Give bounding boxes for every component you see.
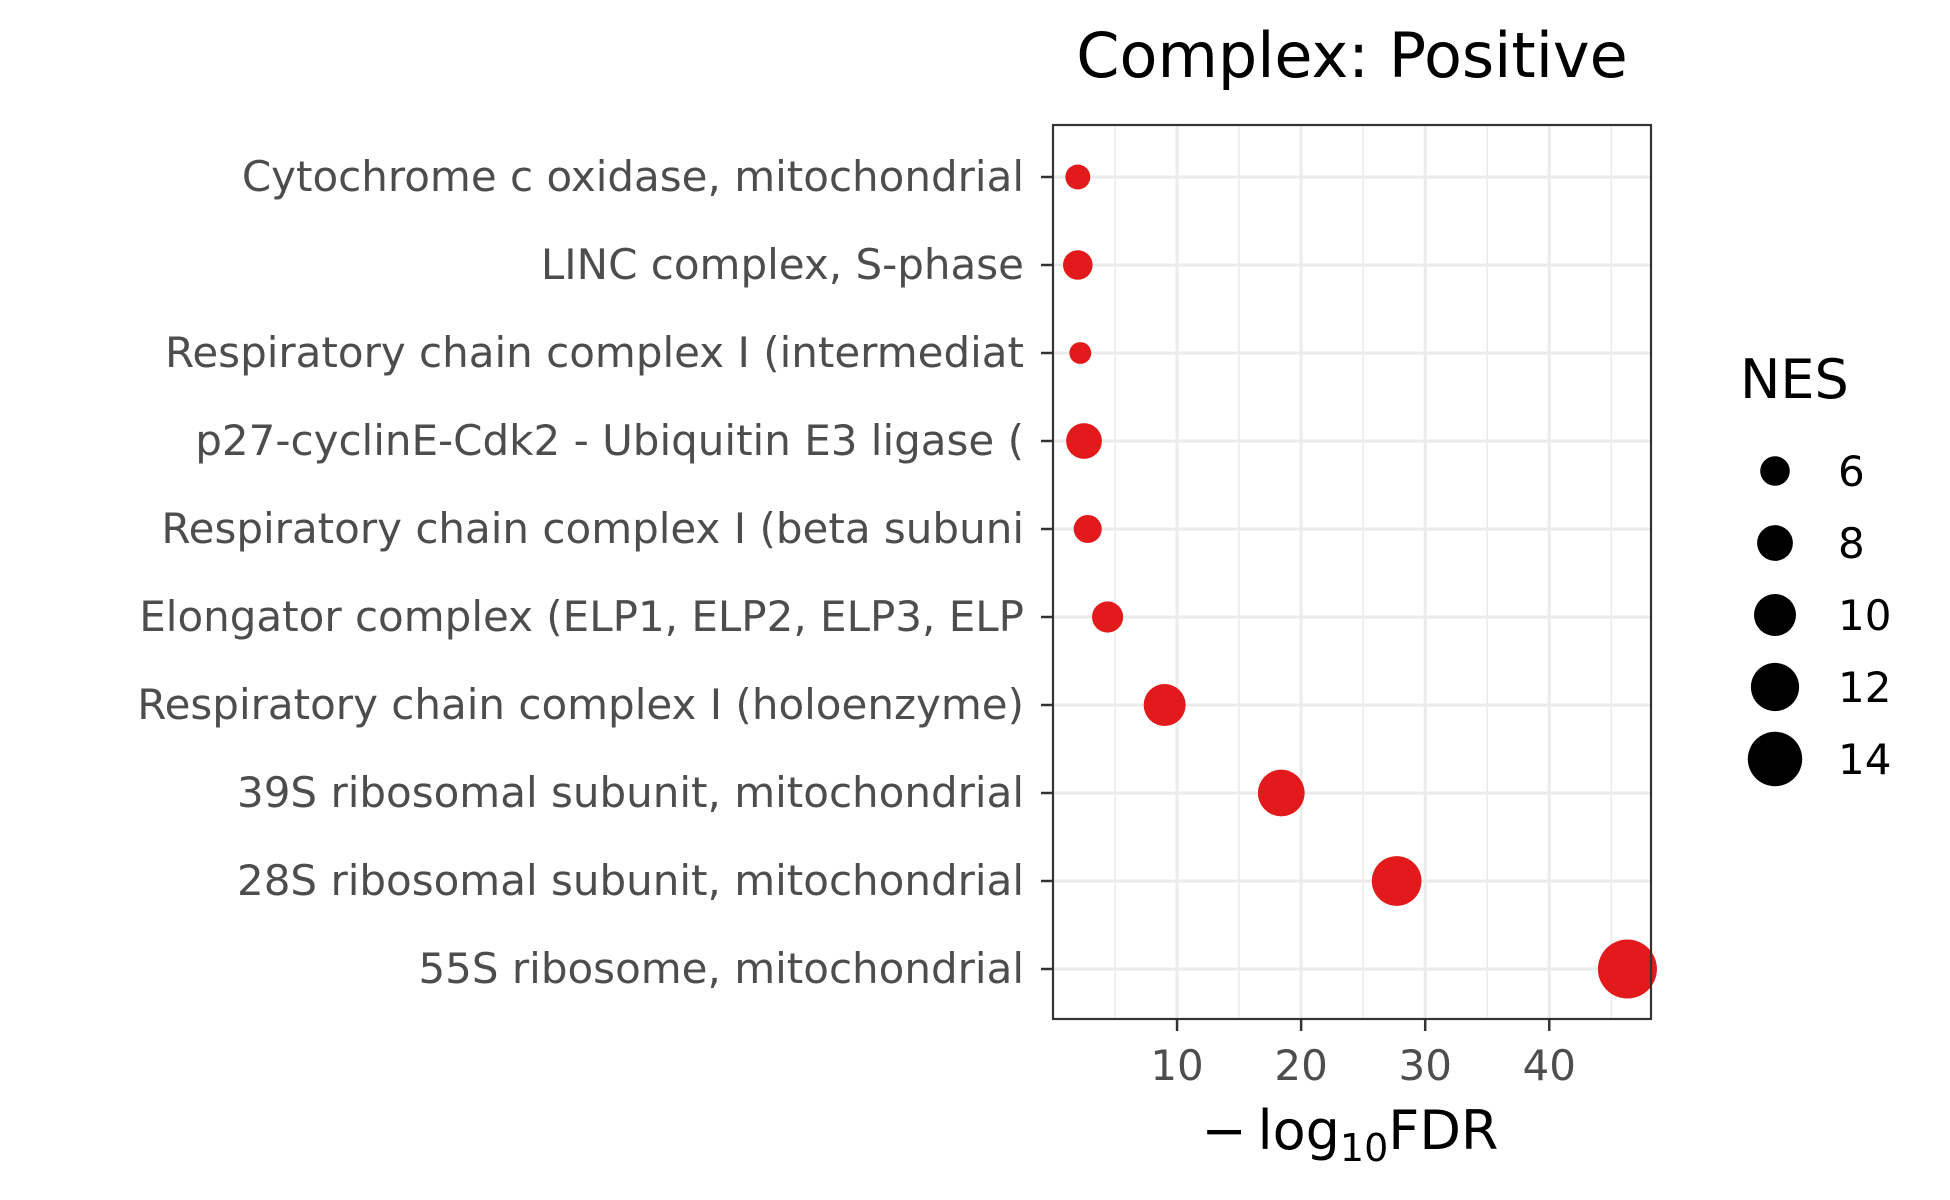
- y-axis: Cytochrome c oxidase, mitochondrial LINC …: [137, 152, 1053, 993]
- data-point: [1092, 601, 1124, 633]
- legend-size-key: [1754, 594, 1796, 636]
- y-tick-label: 55S ribosome, mitochondrial: [418, 944, 1024, 993]
- legend-label: 8: [1838, 519, 1865, 568]
- data-point: [1143, 684, 1186, 726]
- x-tick-label: 10: [1150, 1041, 1203, 1090]
- data-points: [1063, 164, 1657, 999]
- x-tick-label: 20: [1274, 1041, 1327, 1090]
- x-tick-label: 40: [1523, 1041, 1576, 1090]
- data-point: [1063, 250, 1093, 280]
- legend-label: 14: [1838, 735, 1891, 784]
- data-point: [1065, 164, 1091, 190]
- y-tick-label: 28S ribosomal subunit, mitochondrial: [237, 856, 1024, 905]
- x-axis-title-subscript: 10: [1340, 1126, 1388, 1170]
- y-tick-label: 39S ribosomal subunit, mitochondrial: [237, 768, 1024, 817]
- legend-label: 6: [1838, 447, 1865, 496]
- x-axis-title-suffix: FDR: [1388, 1099, 1498, 1162]
- legend-size-key: [1760, 456, 1790, 486]
- panel-background: [1053, 125, 1651, 1019]
- data-point: [1371, 856, 1422, 906]
- data-point: [1066, 423, 1102, 459]
- panel-border: [1051, 123, 1653, 1021]
- data-point: [1257, 769, 1305, 817]
- y-tick-label: Respiratory chain complex I (beta subuni: [161, 504, 1024, 553]
- legend-size-key: [1750, 662, 1800, 712]
- x-axis-title: − log10FDR: [1202, 1099, 1499, 1170]
- x-axis-title-prefix: − log: [1202, 1099, 1340, 1162]
- y-tick-label: p27-cyclinE-Cdk2 - Ubiquitin E3 ligase (: [195, 416, 1024, 465]
- y-tick-label: Elongator complex (ELP1, ELP2, ELP3, ELP: [139, 592, 1024, 641]
- y-tick-label: Respiratory chain complex I (intermediat: [165, 328, 1024, 377]
- y-tick-label: Respiratory chain complex I (holoenzyme): [137, 680, 1024, 729]
- legend-label: 12: [1838, 663, 1891, 712]
- legend-size-key: [1757, 525, 1793, 561]
- legend-title: NES: [1740, 348, 1849, 411]
- legend-label: 10: [1838, 591, 1891, 640]
- grid-lines: [1053, 125, 1651, 1019]
- y-tick-label: LINC complex, S-phase: [541, 240, 1024, 289]
- data-point: [1597, 939, 1657, 999]
- x-axis: 10 20 30 40: [1150, 1019, 1576, 1090]
- y-tick-label: Cytochrome c oxidase, mitochondrial: [242, 152, 1024, 201]
- data-point: [1069, 342, 1092, 364]
- data-point: [1073, 514, 1102, 544]
- chart-title: Complex: Positive: [1076, 19, 1628, 92]
- legend-size-key: [1747, 731, 1803, 787]
- x-tick-label: 30: [1398, 1041, 1451, 1090]
- size-legend: NES 6 8 10 12 14: [1740, 348, 1891, 787]
